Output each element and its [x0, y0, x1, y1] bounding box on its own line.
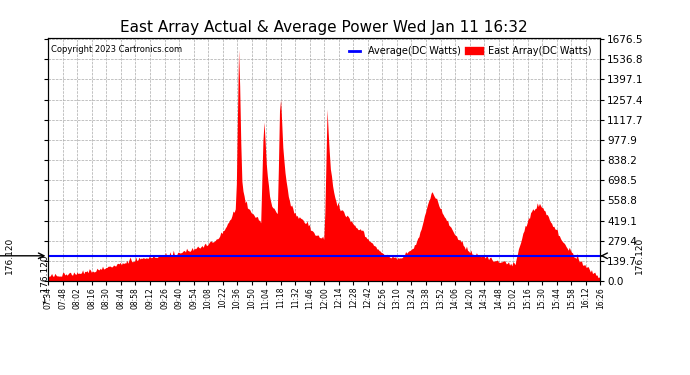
Title: East Array Actual & Average Power Wed Jan 11 16:32: East Array Actual & Average Power Wed Ja… — [121, 20, 528, 35]
Text: ← 176.120: ← 176.120 — [41, 256, 50, 303]
Text: 176.120: 176.120 — [635, 237, 644, 274]
Legend: Average(DC Watts), East Array(DC Watts): Average(DC Watts), East Array(DC Watts) — [344, 42, 595, 60]
Text: 176.120: 176.120 — [5, 237, 14, 274]
Text: Copyright 2023 Cartronics.com: Copyright 2023 Cartronics.com — [51, 45, 182, 54]
